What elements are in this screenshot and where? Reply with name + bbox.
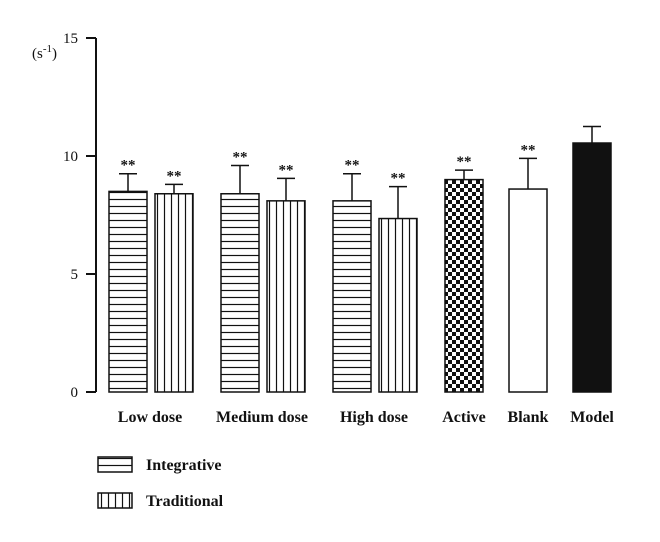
bars: ** ** ** ** ** ** ** **	[108, 125, 612, 393]
bar	[572, 142, 612, 393]
y-tick-label: 15	[63, 31, 78, 47]
significance-label: **	[391, 171, 406, 187]
category-label: High dose	[340, 409, 408, 426]
legend-label-integrative: Integrative	[146, 457, 222, 474]
y-axis-unit-label: (s-1)	[32, 43, 57, 62]
significance-label: **	[167, 168, 182, 184]
bar-group: **	[220, 149, 260, 393]
category-label: Medium dose	[216, 409, 308, 426]
bar	[378, 217, 418, 393]
bar	[444, 178, 484, 393]
bar-group: **	[266, 162, 306, 393]
bar-group: **	[378, 171, 418, 393]
bar-group: **	[332, 158, 372, 393]
y-tick-label: 5	[71, 267, 79, 283]
legend-item-integrative: Integrative	[97, 456, 222, 474]
bar	[154, 193, 194, 393]
category-label: Blank	[508, 409, 549, 426]
legend-label-traditional: Traditional	[146, 493, 224, 510]
bar	[108, 190, 148, 393]
bar	[508, 188, 548, 393]
bar	[332, 200, 372, 393]
bar-group: **	[154, 168, 194, 393]
significance-label: **	[121, 158, 136, 174]
legend-swatch-traditional	[97, 492, 133, 509]
bar-group: **	[108, 158, 148, 393]
significance-label: **	[457, 154, 472, 170]
category-labels: Low dose Medium dose High dose Active Blank M…	[118, 409, 615, 426]
category-label: Active	[442, 409, 486, 426]
legend-swatch-integrative	[97, 456, 133, 473]
legend: Integrative Traditional	[97, 456, 224, 510]
bar	[266, 200, 306, 393]
significance-label: **	[233, 149, 248, 165]
significance-label: **	[345, 158, 360, 174]
y-tick-label: 0	[71, 385, 79, 401]
significance-label: **	[521, 142, 536, 158]
bar-group	[572, 125, 612, 393]
category-label: Model	[570, 409, 614, 426]
y-ticks: 0 5 10 15	[63, 31, 96, 401]
y-tick-label: 10	[63, 149, 78, 165]
legend-item-traditional: Traditional	[97, 492, 224, 510]
category-label: Low dose	[118, 409, 182, 426]
bar-group: **	[444, 154, 484, 393]
significance-label: **	[279, 162, 294, 178]
bar	[220, 193, 260, 393]
bar-group: **	[508, 142, 548, 393]
